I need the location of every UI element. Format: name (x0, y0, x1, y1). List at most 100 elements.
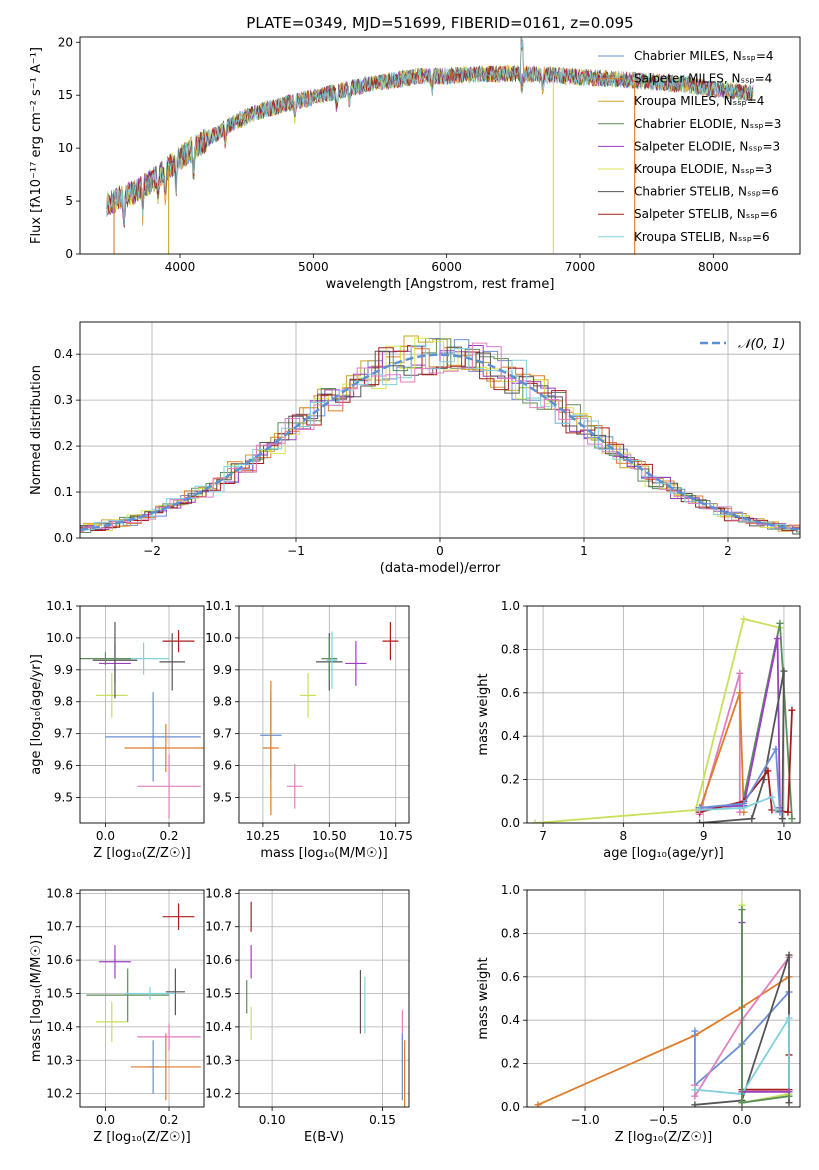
z-mass-ytick-label-0: 10.2 (46, 1087, 73, 1101)
z-weight-series-3-marker-0 (691, 1101, 699, 1107)
residuals-panel: −2 −1 0 1 2 0.0 0.1 0.2 0.3 0.4 (data-model)/error… (29, 321, 801, 576)
age-weight-ylabel: mass weight (476, 673, 491, 755)
z-mass-xtick-label-1: 0.2 (159, 1113, 178, 1127)
z-mass-point-6 (137, 1023, 201, 1051)
mass-age-ytick-label-1: 9.6 (213, 759, 232, 773)
mass-age-ytick-label-0: 9.5 (213, 790, 232, 804)
age-weight-ytick-label-1: 0.2 (501, 773, 520, 787)
z-mass-frame (79, 889, 205, 1108)
spectrum-legend-label-3: Chabrier ELODIE, Nₛₛₚ=3 (634, 117, 781, 131)
z-age-xtick-label-0: 0.0 (96, 829, 115, 843)
z-age-point-5 (95, 673, 128, 718)
spectrum-legend-label-5: Kroupa ELODIE, Nₛₛₚ=3 (634, 162, 772, 176)
spectrum-legend-label-0: Chabrier MILES, Nₛₛₚ=4 (634, 49, 774, 63)
residuals-xtick-label-0: −2 (143, 544, 161, 558)
mass-age-point-2 (286, 763, 303, 809)
mass-age-point-7 (345, 641, 367, 686)
z-weight-ytick-label-1: 0.2 (501, 1057, 520, 1071)
z-weight-xtick-label-2: 0.0 (732, 1113, 751, 1127)
age-weight-xtick-label-1: 8 (620, 829, 628, 843)
age-weight-series-6-marker-2 (764, 767, 772, 775)
spectrum-ylabel: Flux [fλ10⁻¹⁷ erg cm⁻² s⁻¹ A⁻¹] (29, 47, 44, 244)
residuals-xtick-label-1: −1 (287, 544, 305, 558)
spectrum-series-6 (106, 37, 754, 217)
z-age-point-1 (124, 724, 204, 772)
z-mass-ytick-label-5: 10.7 (46, 920, 73, 934)
ebv-mass-ytick-label-3: 10.5 (205, 986, 232, 1000)
z-mass-xlabel: Z [log₁₀(Z/Z☉)] (93, 1130, 190, 1145)
mass-age-point-8 (382, 621, 399, 661)
age-weight-series-5-marker-1 (748, 815, 756, 823)
spectrum-ytick-label-2: 10 (58, 141, 73, 155)
spectrum-legend-label-2: Kroupa MILES, Nₛₛₚ=4 (634, 94, 764, 108)
ebv-mass-ytick-label-1: 10.3 (205, 1053, 232, 1067)
z-weight-ylabel: mass weight (476, 957, 491, 1039)
z-age-point-4 (159, 633, 185, 691)
z-weight-xtick-label-0: −1.0 (570, 1113, 599, 1127)
age-weight-ytick-label-4: 0.8 (501, 642, 520, 656)
z-age-point-2 (137, 754, 201, 819)
age-weight-ytick-label-2: 0.4 (501, 729, 520, 743)
spectrum-xtick-label-3: 7000 (565, 260, 596, 274)
spectrum-panel: 4000 5000 6000 7000 8000 0 5 10 15 20 wavelength [… (29, 14, 801, 292)
age-weight-series-4-marker-2 (774, 635, 782, 643)
age-weight-series-7-marker-3 (776, 808, 784, 816)
mass-age-point-3 (300, 673, 317, 718)
mass-age-frame (238, 605, 410, 824)
age-weight-xtick-label-2: 9 (700, 829, 708, 843)
z-weight-series-1 (694, 991, 790, 1088)
residuals-xtick-label-4: 2 (724, 544, 732, 558)
age-weight-series (531, 615, 796, 823)
z-mass-panel: 0.0 0.2 10.2 10.3 10.4 10.5 10.6 10.7 10.8 Z [log… (29, 886, 205, 1145)
z-age-frame (79, 605, 205, 824)
z-mass-point-1 (99, 945, 131, 979)
z-weight-series-8-marker-2 (785, 1092, 793, 1100)
z-weight-frame (526, 889, 801, 1108)
ebv-mass-ytick-label-5: 10.7 (205, 920, 232, 934)
ebv-mass-ytick-label-2: 10.4 (205, 1020, 232, 1034)
age-weight-series-8-marker-1 (740, 804, 748, 812)
z-weight-ytick-label-4: 0.8 (501, 926, 520, 940)
z-mass-xtick-label-0: 0.0 (96, 1113, 115, 1127)
residuals-frame (79, 321, 801, 539)
z-age-ytick-label-0: 9.5 (54, 790, 73, 804)
spectrum-legend-label-1: Salpeter MILES, Nₛₛₚ=4 (634, 72, 772, 86)
age-weight-ytick-label-3: 0.6 (501, 686, 520, 700)
mass-age-point-6 (326, 631, 338, 689)
z-mass-ytick-label-2: 10.4 (46, 1020, 73, 1034)
spectrum-xtick-label-2: 6000 (431, 260, 462, 274)
z-age-ytick-label-4: 9.9 (54, 663, 73, 677)
age-weight-series-8 (699, 795, 777, 811)
z-weight-ytick-label-0: 0.0 (501, 1100, 520, 1114)
z-mass-ylabel: mass [log₁₀(M/M☉)] (29, 935, 44, 1062)
mass-age-xtick-label-2: 10.75 (379, 829, 413, 843)
age-weight-series-6-marker-5 (788, 706, 796, 714)
ebv-mass-xtick-label-1: 0.15 (369, 1113, 396, 1127)
z-age-xlabel: Z [log₁₀(Z/Z☉)] (93, 846, 190, 861)
mass-age-ytick-label-5: 10.0 (205, 631, 232, 645)
spectrum-title: PLATE=0349, MJD=51699, FIBERID=0161, z=0… (246, 14, 633, 32)
z-mass-point-2 (95, 1001, 128, 1042)
spectrum-ytick-label-3: 15 (58, 88, 73, 102)
z-weight-xtick-label-1: −0.5 (649, 1113, 678, 1127)
mass-age-ytick-label-4: 9.9 (213, 663, 232, 677)
z-mass-point-8 (130, 1033, 201, 1101)
ebv-mass-xtick-label-0: 0.10 (259, 1113, 286, 1127)
z-weight-series-3-marker-2 (785, 951, 793, 959)
mass-age-xtick-label-0: 10.25 (246, 829, 280, 843)
z-age-point-7 (92, 621, 138, 699)
z-weight-series-0-marker-0 (534, 1101, 542, 1107)
residuals-gaussian (80, 353, 800, 532)
residuals-xlabel: (data-model)/error (380, 561, 501, 576)
spectrum-series-8 (106, 38, 754, 226)
spectrum-ytick-label-1: 5 (65, 194, 73, 208)
residuals-histograms (80, 335, 800, 536)
residuals-ytick-label-4: 0.4 (54, 347, 73, 361)
residuals-ytick-label-3: 0.3 (54, 393, 73, 407)
z-mass-ytick-label-4: 10.6 (46, 953, 73, 967)
z-weight-series-5 (694, 1014, 790, 1095)
z-age-points (80, 621, 204, 819)
z-weight-series-1-marker-0 (691, 1027, 699, 1035)
age-weight-series-5-marker-3 (780, 667, 788, 675)
